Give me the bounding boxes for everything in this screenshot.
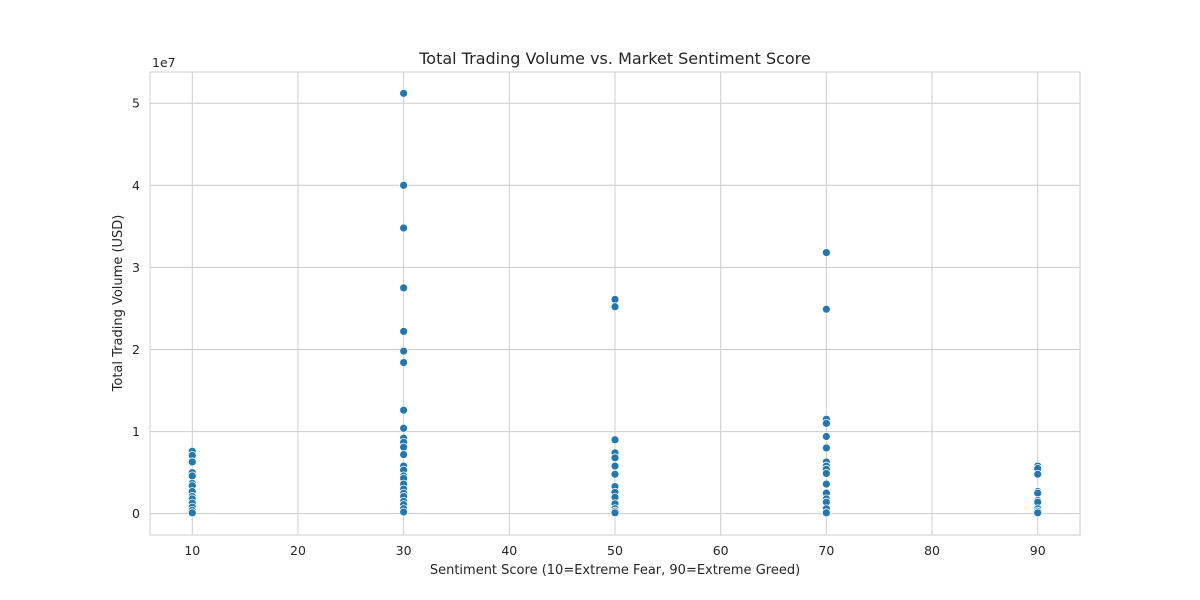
data-point xyxy=(399,88,409,98)
data-point xyxy=(610,469,620,479)
y-axis-label: Total Trading Volume (USD) xyxy=(111,215,126,393)
data-point xyxy=(610,453,620,463)
y-tick-label: 3 xyxy=(132,260,140,275)
x-tick-label: 70 xyxy=(818,543,834,558)
data-point xyxy=(821,479,831,489)
data-point xyxy=(1033,469,1043,479)
y-tick-label: 0 xyxy=(132,506,140,521)
data-point xyxy=(399,450,409,459)
grid xyxy=(150,72,1080,535)
data-point xyxy=(399,405,409,415)
data-point xyxy=(821,432,831,441)
x-tick-label: 20 xyxy=(290,543,306,558)
x-tick-label: 10 xyxy=(184,543,200,558)
x-tick-label: 30 xyxy=(396,543,412,558)
x-axis-label: Sentiment Score (10=Extreme Fear, 90=Ext… xyxy=(430,563,800,578)
data-point xyxy=(821,248,831,258)
x-axis-ticks: 10 20 30 40 50 60 70 80 90 xyxy=(184,543,1045,558)
data-point xyxy=(399,223,409,233)
data-point xyxy=(821,304,831,314)
y-axis-offset-label: 1e7 xyxy=(152,55,176,70)
data-points xyxy=(187,88,1043,518)
plot-frame xyxy=(149,71,1081,536)
x-tick-label: 60 xyxy=(713,543,729,558)
x-tick-label: 80 xyxy=(924,543,940,558)
chart-title: Total Trading Volume vs. Market Sentimen… xyxy=(418,49,811,68)
data-point xyxy=(187,471,197,481)
data-point xyxy=(399,442,409,452)
y-tick-label: 5 xyxy=(132,96,140,111)
data-point xyxy=(610,461,620,471)
x-tick-label: 50 xyxy=(607,543,623,558)
data-point xyxy=(1033,508,1043,518)
data-point xyxy=(821,469,831,478)
data-point xyxy=(610,508,620,518)
x-tick-label: 90 xyxy=(1030,543,1046,558)
data-point xyxy=(610,302,620,312)
data-point xyxy=(821,508,831,518)
data-point xyxy=(399,346,409,356)
y-tick-label: 1 xyxy=(132,424,140,439)
y-tick-label: 2 xyxy=(132,342,140,357)
y-axis-ticks: 0 1 2 3 4 5 xyxy=(132,96,140,521)
y-tick-label: 4 xyxy=(132,178,140,193)
data-point xyxy=(1033,488,1043,498)
data-point xyxy=(610,294,620,304)
data-point xyxy=(399,327,409,336)
data-point xyxy=(187,508,197,518)
data-point xyxy=(187,457,197,467)
data-point xyxy=(399,507,409,517)
data-point xyxy=(821,443,831,453)
data-point xyxy=(399,358,409,368)
data-point xyxy=(821,418,831,428)
x-tick-label: 40 xyxy=(501,543,517,558)
data-point xyxy=(399,283,409,293)
data-point xyxy=(610,435,620,445)
data-point xyxy=(399,180,409,190)
data-point xyxy=(399,423,409,433)
